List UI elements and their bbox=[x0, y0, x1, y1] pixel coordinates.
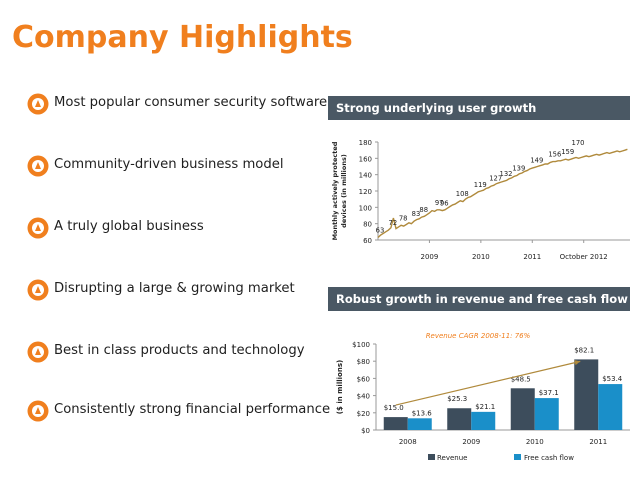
data-label: 108 bbox=[456, 190, 469, 198]
x-tick-label: 2010 bbox=[472, 253, 490, 261]
highlight-text: Best in class products and technology bbox=[54, 343, 305, 358]
y-tick-label: $20 bbox=[357, 410, 370, 418]
highlight-item: Best in class products and technology bbox=[26, 338, 326, 368]
y-tick-label: $100 bbox=[352, 341, 370, 349]
avast-logo-icon bbox=[27, 279, 49, 301]
avast-logo-icon bbox=[27, 341, 49, 363]
highlight-text: Consistently strong financial performanc… bbox=[54, 402, 331, 417]
y-tick-label: 160 bbox=[359, 155, 372, 163]
y-tick-label: $60 bbox=[357, 375, 370, 383]
highlight-text: Most popular consumer security software bbox=[54, 95, 328, 110]
revenue-label: $82.1 bbox=[574, 346, 594, 354]
x-tick-label: 2008 bbox=[399, 438, 417, 446]
legend-revenue: Revenue bbox=[437, 454, 468, 462]
data-label: 156 bbox=[548, 151, 561, 159]
x-tick-label: 2011 bbox=[589, 438, 607, 446]
y-axis-label-line: devices (in millions) bbox=[340, 154, 348, 228]
revenue-fcf-chart: $0 $20 $40 $60 $80 $100 ($ in millions) $15.0 $1… bbox=[336, 332, 630, 462]
data-label: 139 bbox=[512, 164, 525, 172]
user-growth-banner: Strong underlying user growth bbox=[328, 96, 630, 120]
y-tick-label: 180 bbox=[359, 139, 372, 147]
x-tick-label: October 2012 bbox=[560, 253, 608, 261]
revenue-label: $15.0 bbox=[384, 404, 404, 412]
legend-swatch-fcf bbox=[514, 454, 521, 460]
y-tick-label: 120 bbox=[359, 188, 372, 196]
y-tick-label: 60 bbox=[363, 237, 372, 245]
y-tick-label: $40 bbox=[357, 393, 370, 401]
revenue-banner: Robust growth in revenue and free cash f… bbox=[328, 287, 630, 311]
legend-swatch-revenue bbox=[428, 454, 435, 460]
user-growth-chart: 60 80 100 120 140 160 180 2009 2010 2011 October 2… bbox=[331, 139, 630, 261]
avast-logo-icon bbox=[27, 93, 49, 115]
data-label: 119 bbox=[474, 181, 487, 189]
data-label: 63 bbox=[376, 227, 385, 235]
data-label: 127 bbox=[489, 174, 502, 182]
fcf-label: $37.1 bbox=[539, 389, 559, 397]
highlight-item: Consistently strong financial performanc… bbox=[26, 397, 330, 427]
fcf-bar bbox=[471, 411, 496, 430]
highlight-text: A truly global business bbox=[54, 219, 204, 234]
revenue-bar bbox=[510, 388, 535, 430]
data-label: 149 bbox=[530, 156, 543, 164]
x-tick-label: 2010 bbox=[526, 438, 544, 446]
y-tick-label: 80 bbox=[363, 221, 372, 229]
y-axis-label-line: Monthly actively protected bbox=[331, 141, 339, 240]
highlight-item: Disrupting a large & growing market bbox=[26, 276, 326, 306]
y-tick-label: $0 bbox=[361, 427, 370, 435]
highlight-text: Community-driven business model bbox=[54, 157, 284, 172]
revenue-bar bbox=[574, 359, 599, 430]
x-tick-label: 2009 bbox=[421, 253, 439, 261]
page-title: Company Highlights bbox=[12, 20, 353, 55]
avast-logo-icon bbox=[27, 217, 49, 239]
x-tick-label: 2009 bbox=[462, 438, 480, 446]
data-label: 159 bbox=[561, 148, 574, 156]
avast-logo-icon bbox=[27, 155, 49, 177]
highlight-item: Most popular consumer security software bbox=[26, 90, 328, 120]
y-tick-label: 140 bbox=[359, 172, 372, 180]
data-label: 78 bbox=[399, 214, 408, 222]
revenue-bar bbox=[447, 408, 472, 430]
cagr-arrow-head bbox=[574, 360, 581, 366]
data-label: 170 bbox=[572, 139, 585, 147]
fcf-bar bbox=[534, 398, 559, 430]
cagr-arrow-line bbox=[395, 360, 581, 406]
legend-fcf: Free cash flow bbox=[524, 454, 574, 462]
revenue-label: $25.3 bbox=[447, 395, 467, 403]
cagr-label: Revenue CAGR 2008-11: 76% bbox=[426, 332, 531, 340]
revenue-bar bbox=[383, 417, 408, 430]
data-label: 96 bbox=[440, 200, 449, 208]
y-axis-label: Monthly actively protecteddevices (in mi… bbox=[331, 141, 348, 240]
fcf-label: $53.4 bbox=[602, 375, 623, 383]
highlight-text: Disrupting a large & growing market bbox=[54, 281, 295, 296]
x-tick-label: 2011 bbox=[523, 253, 541, 261]
fcf-bar bbox=[598, 384, 623, 430]
fcf-label: $13.6 bbox=[412, 409, 433, 417]
fcf-label: $21.1 bbox=[475, 403, 495, 411]
user-growth-line bbox=[377, 148, 628, 239]
data-label: 132 bbox=[500, 170, 513, 178]
highlights-list: Most popular consumer security software … bbox=[26, 90, 330, 427]
data-label: 97 bbox=[435, 199, 444, 207]
data-label: 88 bbox=[419, 206, 428, 214]
fcf-bar bbox=[407, 418, 432, 430]
avast-logo-icon bbox=[27, 400, 49, 422]
data-label: 83 bbox=[412, 210, 421, 218]
y-tick-label: $80 bbox=[357, 358, 370, 366]
highlight-item: A truly global business bbox=[26, 214, 326, 244]
revenue-label: $48.5 bbox=[511, 375, 531, 383]
highlight-item: Community-driven business model bbox=[26, 152, 326, 182]
y-tick-label: 100 bbox=[359, 204, 372, 212]
data-label: 72 bbox=[389, 219, 398, 227]
y-axis-label: ($ in millions) bbox=[336, 360, 344, 414]
